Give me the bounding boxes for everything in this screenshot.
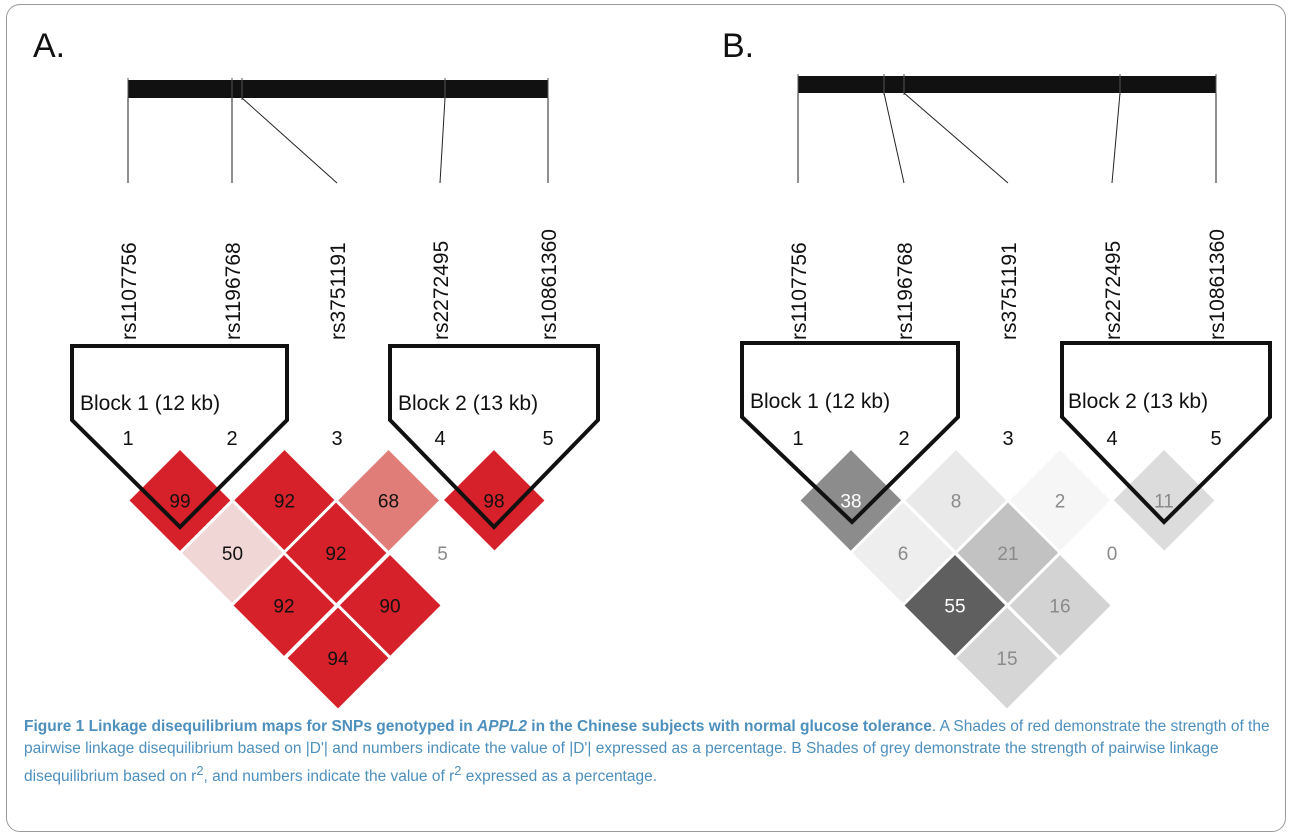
snp-connector-line (903, 92, 1009, 184)
snp-label: rs1196768 (222, 242, 245, 340)
snp-index: 1 (122, 428, 133, 450)
figure-caption: Figure 1 Linkage disequilibrium maps for… (24, 716, 1274, 788)
ld-cell-value: 5 (437, 544, 448, 565)
ld-cell-value: 8 (951, 492, 962, 513)
snp-label: rs10861360 (1206, 229, 1229, 340)
panel-label: A. (33, 27, 65, 65)
block-outline (388, 344, 600, 530)
snp-label: rs10861360 (538, 229, 561, 340)
ld-cell (952, 603, 1062, 713)
ld-cell-value: 98 (483, 492, 504, 513)
figure-frame (6, 4, 1286, 832)
block-outline (70, 344, 289, 530)
snp-index: 2 (898, 428, 909, 450)
ld-cell-value: 92 (274, 492, 295, 513)
snp-index: 4 (1106, 428, 1117, 450)
snp-connector-line (883, 92, 905, 184)
ld-cell-value: 21 (997, 544, 1018, 565)
ld-cell-value: 2 (1055, 492, 1066, 513)
caption-title: Figure 1 Linkage disequilibrium maps for… (24, 718, 932, 735)
block-background (1065, 345, 1267, 446)
block-label: Block 2 (13 kb) (1068, 390, 1208, 413)
ld-cell-value: 6 (898, 544, 909, 565)
ld-cell-value: 94 (327, 649, 349, 670)
caption-body-c: expressed as a percentage. (461, 768, 658, 786)
snp-index: 3 (1002, 428, 1013, 450)
snp-index: 2 (226, 428, 237, 450)
caption-body-a: . A Shades of red demonstrate the streng… (24, 718, 1270, 786)
snp-connector-line (439, 97, 446, 184)
snp-connector-line (1111, 92, 1121, 184)
caption-body-b: , and numbers indicate the value of r (203, 768, 455, 786)
snp-label: rs2272495 (1102, 241, 1125, 340)
block-label: Block 1 (12 kb) (80, 392, 220, 415)
block-label: Block 2 (13 kb) (398, 392, 538, 415)
snp-index: 1 (792, 428, 803, 450)
snp-label: rs1196768 (894, 242, 917, 340)
block-background (393, 348, 595, 446)
snp-index: 4 (434, 428, 445, 450)
ld-cell (283, 603, 393, 713)
ld-cell-value: 50 (222, 544, 243, 565)
ld-cell-value: 11 (1154, 492, 1174, 513)
caption-sup-1: 2 (196, 763, 204, 778)
block-background (75, 348, 284, 446)
snp-label: rs1107756 (788, 242, 811, 340)
caption-gene: APPL2 (477, 718, 527, 735)
ld-cell-value: 90 (379, 597, 400, 618)
block-outline (740, 341, 960, 525)
gene-bar (798, 76, 1216, 93)
block-outline (1060, 341, 1272, 525)
block-background (745, 345, 955, 446)
snp-connector-line (241, 97, 338, 184)
caption-sup-2: 2 (454, 763, 462, 778)
ld-cell-value: 92 (325, 544, 346, 565)
ld-cell-value: 99 (169, 492, 190, 513)
ld-cell-value: 0 (1107, 544, 1118, 565)
snp-label: rs2272495 (430, 241, 453, 340)
ld-cell-value: 38 (840, 492, 861, 513)
caption-lead-end: in the Chinese subjects with normal gluc… (527, 718, 932, 735)
gene-bar (128, 80, 548, 98)
snp-index: 5 (1210, 428, 1221, 450)
panel-b: B. rs1107756 rs1196768 rs3751191 rs2272495 rs… (722, 27, 1272, 713)
snp-index: 5 (542, 428, 553, 450)
snp-label: rs3751191 (998, 242, 1021, 340)
ld-cell-value: 16 (1049, 597, 1070, 618)
snp-label: rs3751191 (327, 242, 350, 340)
panel-label: B. (722, 27, 754, 65)
block-label: Block 1 (12 kb) (750, 390, 890, 413)
caption-lead: Figure 1 Linkage disequilibrium maps for… (24, 718, 478, 735)
ld-cell-value: 92 (273, 597, 294, 618)
panel-a: A. rs1107756 rs1196768 rs3751191 rs2272495 rs… (33, 27, 600, 713)
ld-cell-value: 55 (944, 597, 965, 618)
snp-index: 3 (331, 428, 342, 450)
ld-cell-value: 15 (996, 649, 1017, 670)
snp-label: rs1107756 (118, 242, 141, 340)
ld-cell-value: 68 (378, 492, 399, 513)
